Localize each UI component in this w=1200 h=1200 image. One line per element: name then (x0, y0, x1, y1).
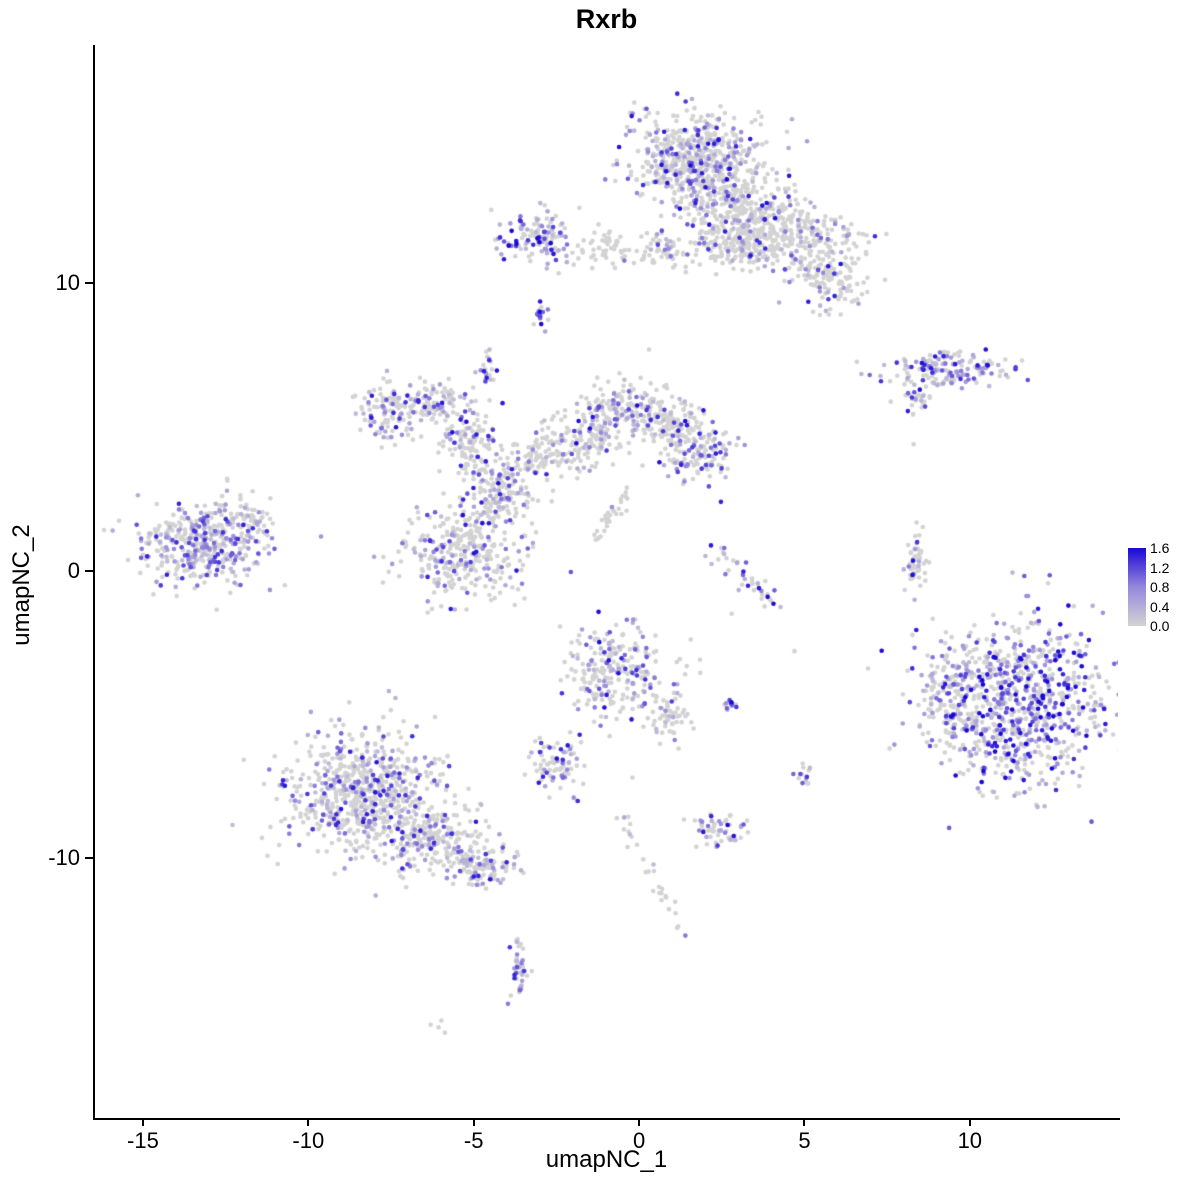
y-tick-label: 10 (55, 270, 80, 296)
legend-tick-label: 1.2 (1150, 559, 1170, 576)
y-tick-mark (85, 569, 93, 572)
x-tick-mark (141, 1118, 144, 1126)
x-tick-label: -5 (463, 1128, 484, 1153)
x-tick-mark (307, 1118, 310, 1126)
legend-tick-label: 0.4 (1150, 598, 1170, 615)
x-tick-label: 10 (957, 1128, 983, 1153)
y-tick-label: 0 (67, 557, 80, 583)
plot-title: Rxrb (575, 4, 638, 34)
x-tick-mark (638, 1118, 641, 1126)
x-tick-label: 5 (798, 1128, 811, 1153)
x-axis-label: umapNC_1 (545, 1146, 668, 1173)
legend-colorbar (1128, 548, 1146, 626)
legend-tick-label: 0.0 (1150, 618, 1170, 634)
y-axis-line (93, 45, 95, 1120)
y-axis-label: umapNC_2 (8, 524, 35, 646)
y-tick-label: -10 (48, 845, 80, 870)
x-tick-label: 0 (632, 1128, 646, 1153)
x-tick-label: -10 (292, 1128, 325, 1153)
legend-tick-label: 0.8 (1150, 579, 1170, 595)
y-tick-mark (85, 282, 93, 285)
x-tick-mark (803, 1118, 806, 1126)
legend-tick-label: 1.6 (1150, 540, 1170, 556)
x-tick-label: -15 (127, 1128, 159, 1153)
scatter-canvas (95, 45, 1118, 1118)
x-tick-mark (968, 1118, 971, 1126)
plot-panel (95, 45, 1118, 1118)
x-axis-line (93, 1118, 1120, 1120)
x-tick-mark (472, 1118, 475, 1126)
y-tick-mark (85, 857, 93, 859)
